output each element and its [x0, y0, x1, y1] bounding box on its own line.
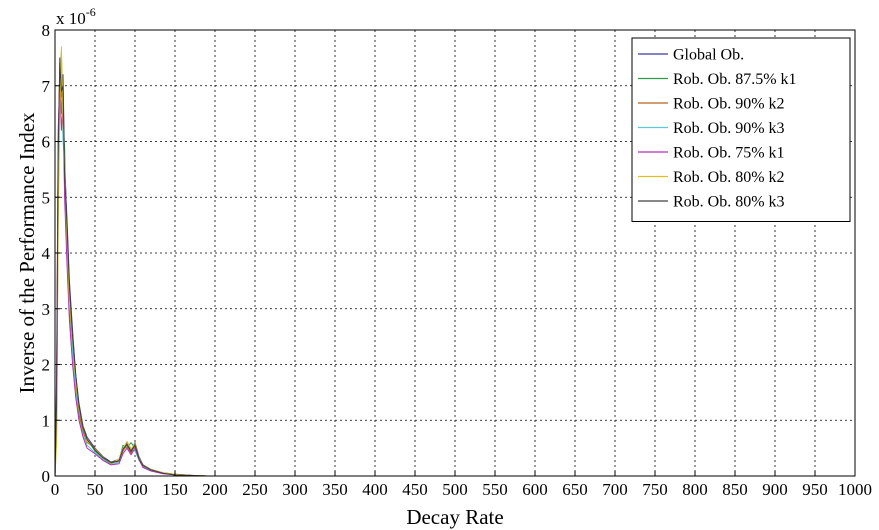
- legend: Global Ob. Rob. Ob. 87.5% k1 Rob. Ob. 90% …: [631, 37, 851, 222]
- x-tick-label-950: 950: [802, 480, 828, 499]
- y-tick-label-1: 1: [42, 411, 51, 430]
- legend-box: [631, 37, 851, 222]
- x-tick-labels: 0 50 100 150 200 250 300 350 400 450 500 550 600 650 7…: [51, 480, 872, 499]
- x-tick-label-1000: 1000: [838, 480, 872, 499]
- y-tick-label-8: 8: [42, 21, 51, 40]
- ticks: [54, 29, 856, 477]
- x-tick-label-300: 300: [282, 480, 308, 499]
- y-exponent-power: -6: [86, 5, 96, 19]
- x-tick-label-100: 100: [122, 480, 148, 499]
- y-tick-label-4: 4: [42, 244, 51, 263]
- x-tick-label-850: 850: [722, 480, 748, 499]
- x-tick-label-0: 0: [51, 480, 60, 499]
- legend-items: Global Ob. Rob. Ob. 87.5% k1 Rob. Ob. 90% …: [638, 47, 797, 211]
- y-axis-label: Inverse of the Performance Index: [15, 112, 39, 394]
- x-tick-label-800: 800: [682, 480, 708, 499]
- x-tick-label-50: 50: [87, 480, 104, 499]
- legend-label-3: Rob. Ob. 90% k2: [673, 96, 785, 113]
- legend-label-2: Rob. Ob. 87.5% k1: [673, 71, 797, 88]
- x-tick-label-450: 450: [402, 480, 428, 499]
- y-exponent-base: x 10: [56, 9, 86, 28]
- legend-label-1: Global Ob.: [673, 47, 744, 64]
- y-tick-label-7: 7: [42, 77, 51, 96]
- x-tick-label-900: 900: [762, 480, 788, 499]
- y-exponent-label: x 10-6: [56, 5, 96, 28]
- x-axis-label: Decay Rate: [406, 505, 503, 529]
- x-tick-label-150: 150: [162, 480, 188, 499]
- x-tick-label-700: 700: [602, 480, 628, 499]
- x-tick-label-750: 750: [642, 480, 668, 499]
- y-tick-label-6: 6: [42, 133, 51, 152]
- legend-label-5: Rob. Ob. 75% k1: [673, 145, 785, 162]
- series-line-7: [54, 62, 223, 477]
- x-tick-label-600: 600: [522, 480, 548, 499]
- legend-label-7: Rob. Ob. 80% k3: [673, 194, 785, 211]
- y-tick-label-0: 0: [42, 467, 51, 486]
- x-tick-label-550: 550: [482, 480, 508, 499]
- y-tick-labels: 0 1 2 3 4 5 6 7 8: [42, 21, 51, 486]
- x-tick-label-250: 250: [242, 480, 268, 499]
- legend-label-6: Rob. Ob. 80% k2: [673, 169, 785, 186]
- legend-label-4: Rob. Ob. 90% k3: [673, 120, 785, 137]
- x-tick-label-350: 350: [322, 480, 348, 499]
- x-tick-label-200: 200: [202, 480, 228, 499]
- x-tick-label-500: 500: [442, 480, 468, 499]
- series-lines: [54, 46, 223, 477]
- y-tick-label-2: 2: [42, 356, 51, 375]
- y-tick-label-3: 3: [42, 300, 51, 319]
- y-tick-label-5: 5: [42, 188, 51, 207]
- x-tick-label-400: 400: [362, 480, 388, 499]
- x-tick-label-650: 650: [562, 480, 588, 499]
